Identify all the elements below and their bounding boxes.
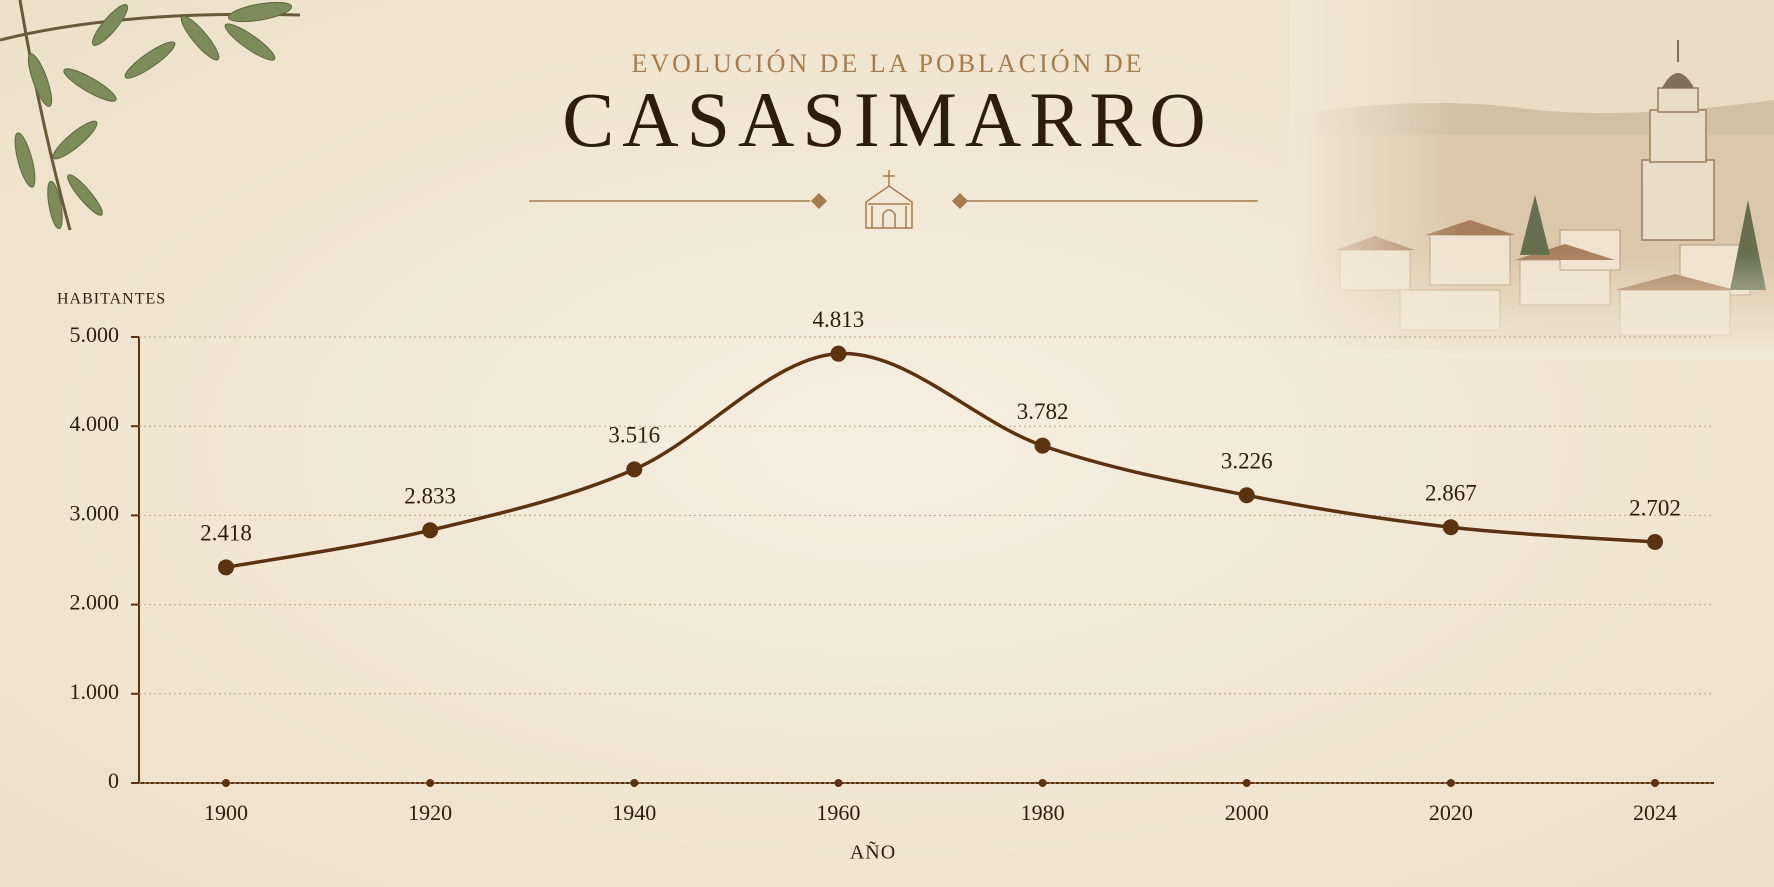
x-axis-label: AÑO (850, 840, 896, 864)
value-label: 2.867 (1425, 481, 1477, 506)
olive-branch (0, 0, 301, 231)
x-tick (426, 779, 435, 787)
value-label: 3.226 (1221, 449, 1273, 474)
x-tick (1242, 779, 1251, 787)
value-label: 3.782 (1017, 399, 1069, 424)
y-tick-label: 5.000 (70, 322, 120, 347)
data-point (1238, 487, 1255, 504)
x-tick-label: 1900 (204, 800, 248, 825)
title-ornament (529, 170, 1258, 229)
x-tick (222, 779, 230, 787)
data-point (218, 559, 234, 576)
value-label: 2.418 (200, 521, 252, 546)
x-tick-label: 2024 (1633, 800, 1677, 825)
data-point (830, 345, 847, 362)
x-tick-label: 1960 (816, 800, 860, 825)
data-point (626, 461, 643, 478)
y-tick-label: 1.000 (70, 679, 120, 704)
data-point (1442, 519, 1459, 536)
x-tick (1038, 779, 1047, 787)
value-label: 4.813 (813, 307, 865, 332)
value-label: 2.833 (404, 484, 456, 509)
x-tick-label: 1980 (1021, 800, 1065, 825)
data-point (1647, 533, 1663, 550)
y-tick-label: 4.000 (70, 411, 120, 436)
chart-subtitle: CASASIMARRO (562, 76, 1213, 163)
value-label: 2.702 (1629, 495, 1681, 520)
data-point (1034, 437, 1051, 454)
x-tick-label: 1940 (612, 800, 656, 825)
chart-title: EVOLUCIÓN DE LA POBLACIÓN DE (632, 49, 1145, 78)
x-tick (1651, 779, 1659, 787)
y-tick-label: 0 (108, 768, 119, 793)
data-line (225, 351, 1656, 570)
y-axis-label: HABITANTES (57, 291, 166, 308)
value-label: 3.516 (608, 423, 660, 448)
town-illustration (1290, 0, 1774, 360)
x-tick-label: 1920 (408, 800, 452, 825)
x-tick (834, 779, 843, 787)
x-tick-label: 2020 (1429, 800, 1473, 825)
x-tick-label: 2000 (1225, 800, 1269, 825)
x-tick (1446, 779, 1455, 787)
y-tick-label: 3.000 (70, 500, 120, 525)
x-tick (630, 779, 639, 787)
data-point (422, 522, 439, 539)
y-tick-label: 2.000 (70, 590, 120, 615)
